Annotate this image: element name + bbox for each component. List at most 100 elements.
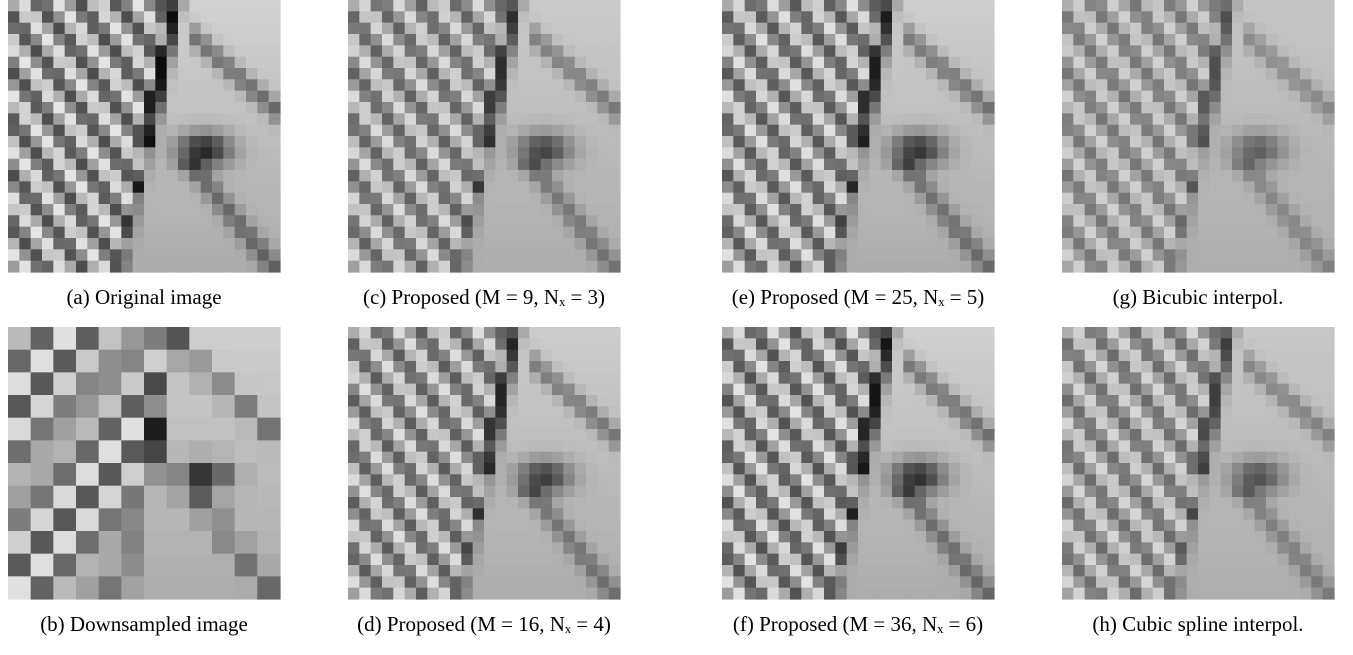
pixel <box>835 361 847 373</box>
pixel <box>1243 576 1255 588</box>
pixel <box>269 215 281 227</box>
pixel <box>915 497 927 509</box>
pixel <box>1243 338 1255 350</box>
pixel <box>507 136 519 148</box>
pixel <box>507 68 519 80</box>
pixel <box>824 531 836 543</box>
pixel <box>1311 554 1323 566</box>
pixel <box>971 215 983 227</box>
pixel <box>1243 261 1255 273</box>
pixel <box>257 440 280 463</box>
pixel <box>42 68 54 80</box>
pixel <box>563 79 575 91</box>
pixel <box>461 440 473 452</box>
pixel <box>1277 531 1289 543</box>
pixel <box>541 91 553 103</box>
pixel <box>915 384 927 396</box>
pixel <box>382 520 394 532</box>
pixel <box>937 384 949 396</box>
pixel <box>1164 452 1176 464</box>
pixel <box>1062 57 1074 69</box>
pixel <box>937 429 949 441</box>
pixel <box>473 497 485 509</box>
pixel <box>495 23 507 35</box>
pixel <box>212 327 235 350</box>
pixel <box>1073 261 1085 273</box>
pixel <box>813 508 825 520</box>
pixel <box>19 227 31 239</box>
pixel <box>507 588 519 600</box>
pixel <box>1096 125 1108 137</box>
pixel <box>461 193 473 205</box>
pixel <box>529 215 541 227</box>
pixel <box>767 542 779 554</box>
pixel <box>745 452 757 464</box>
pixel <box>586 384 598 396</box>
pixel <box>1311 261 1323 273</box>
pixel <box>31 0 43 12</box>
pixel <box>31 125 43 137</box>
pixel <box>779 384 791 396</box>
pixel <box>269 249 281 261</box>
pixel <box>767 113 779 125</box>
pixel <box>1073 474 1085 486</box>
pixel <box>495 406 507 418</box>
pixel <box>926 91 938 103</box>
pixel <box>167 147 179 159</box>
pixel <box>801 170 813 182</box>
pixel <box>507 350 519 362</box>
pixel <box>1107 79 1119 91</box>
pixel <box>960 440 972 452</box>
pixel <box>427 554 439 566</box>
pixel <box>121 508 144 531</box>
pixel <box>416 147 428 159</box>
pixel <box>733 497 745 509</box>
pixel <box>495 429 507 441</box>
pixel <box>1153 147 1165 159</box>
pixel <box>756 565 768 577</box>
pixel <box>144 418 167 441</box>
pixel <box>597 406 609 418</box>
pixel <box>1153 11 1165 23</box>
pixel <box>439 227 451 239</box>
pixel <box>31 11 43 23</box>
pixel <box>371 508 383 520</box>
pixel <box>1209 406 1221 418</box>
pixel <box>1232 147 1244 159</box>
pixel <box>733 57 745 69</box>
pixel <box>257 125 269 137</box>
pixel <box>1232 181 1244 193</box>
pixel <box>563 159 575 171</box>
pixel <box>563 23 575 35</box>
pixel <box>1096 463 1108 475</box>
pixel <box>359 57 371 69</box>
pixel <box>971 520 983 532</box>
pixel <box>110 102 122 114</box>
pixel <box>586 193 598 205</box>
pixel <box>235 249 247 261</box>
pixel <box>76 576 99 599</box>
pixel <box>983 261 995 273</box>
pixel <box>586 0 598 12</box>
pixel <box>1243 91 1255 103</box>
pixel <box>65 79 77 91</box>
pixel <box>597 508 609 520</box>
pixel <box>745 520 757 532</box>
pixel <box>1130 181 1142 193</box>
pixel <box>733 531 745 543</box>
pixel <box>767 0 779 12</box>
pixel <box>1232 497 1244 509</box>
pixel <box>1209 159 1221 171</box>
pixel <box>1062 474 1074 486</box>
pixel <box>53 181 65 193</box>
pixel <box>1062 361 1074 373</box>
pixel <box>1175 531 1187 543</box>
pixel <box>835 440 847 452</box>
pixel <box>949 170 961 182</box>
pixel <box>1311 486 1323 498</box>
pixel <box>915 11 927 23</box>
pixel <box>484 227 496 239</box>
pixel <box>960 327 972 339</box>
pixel <box>903 350 915 362</box>
pixel <box>835 452 847 464</box>
